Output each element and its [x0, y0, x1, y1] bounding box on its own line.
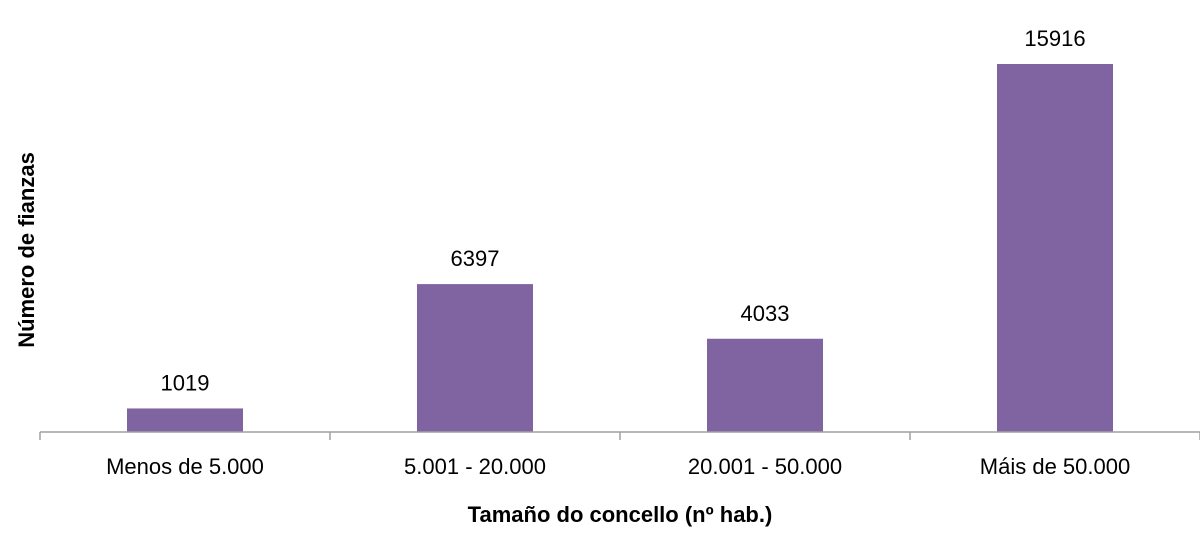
data-labels-group: 1019 6397 4033 15916 — [161, 26, 1086, 395]
y-axis-title: Número de fianzas — [14, 152, 39, 348]
bar — [997, 64, 1113, 432]
bar-data-label: 1019 — [161, 370, 210, 395]
x-tick-labels-group: Menos de 5.000 5.001 - 20.000 20.001 - 50.… — [106, 454, 1130, 479]
bar-data-label: 6397 — [451, 246, 500, 271]
bar-data-label: 15916 — [1024, 26, 1085, 51]
x-tick-label: 5.001 - 20.000 — [404, 454, 546, 479]
bar-data-label: 4033 — [741, 301, 790, 326]
bar — [707, 338, 823, 432]
bar — [417, 284, 533, 432]
x-axis-title: Tamaño do concello (nº hab.) — [468, 502, 773, 527]
bar — [127, 408, 243, 432]
x-tick-label: Menos de 5.000 — [106, 454, 264, 479]
x-tick-label: Máis de 50.000 — [980, 454, 1130, 479]
x-axis-ticks — [39, 432, 1200, 440]
bars-group — [127, 64, 1113, 432]
x-tick-label: 20.001 - 50.000 — [688, 454, 842, 479]
